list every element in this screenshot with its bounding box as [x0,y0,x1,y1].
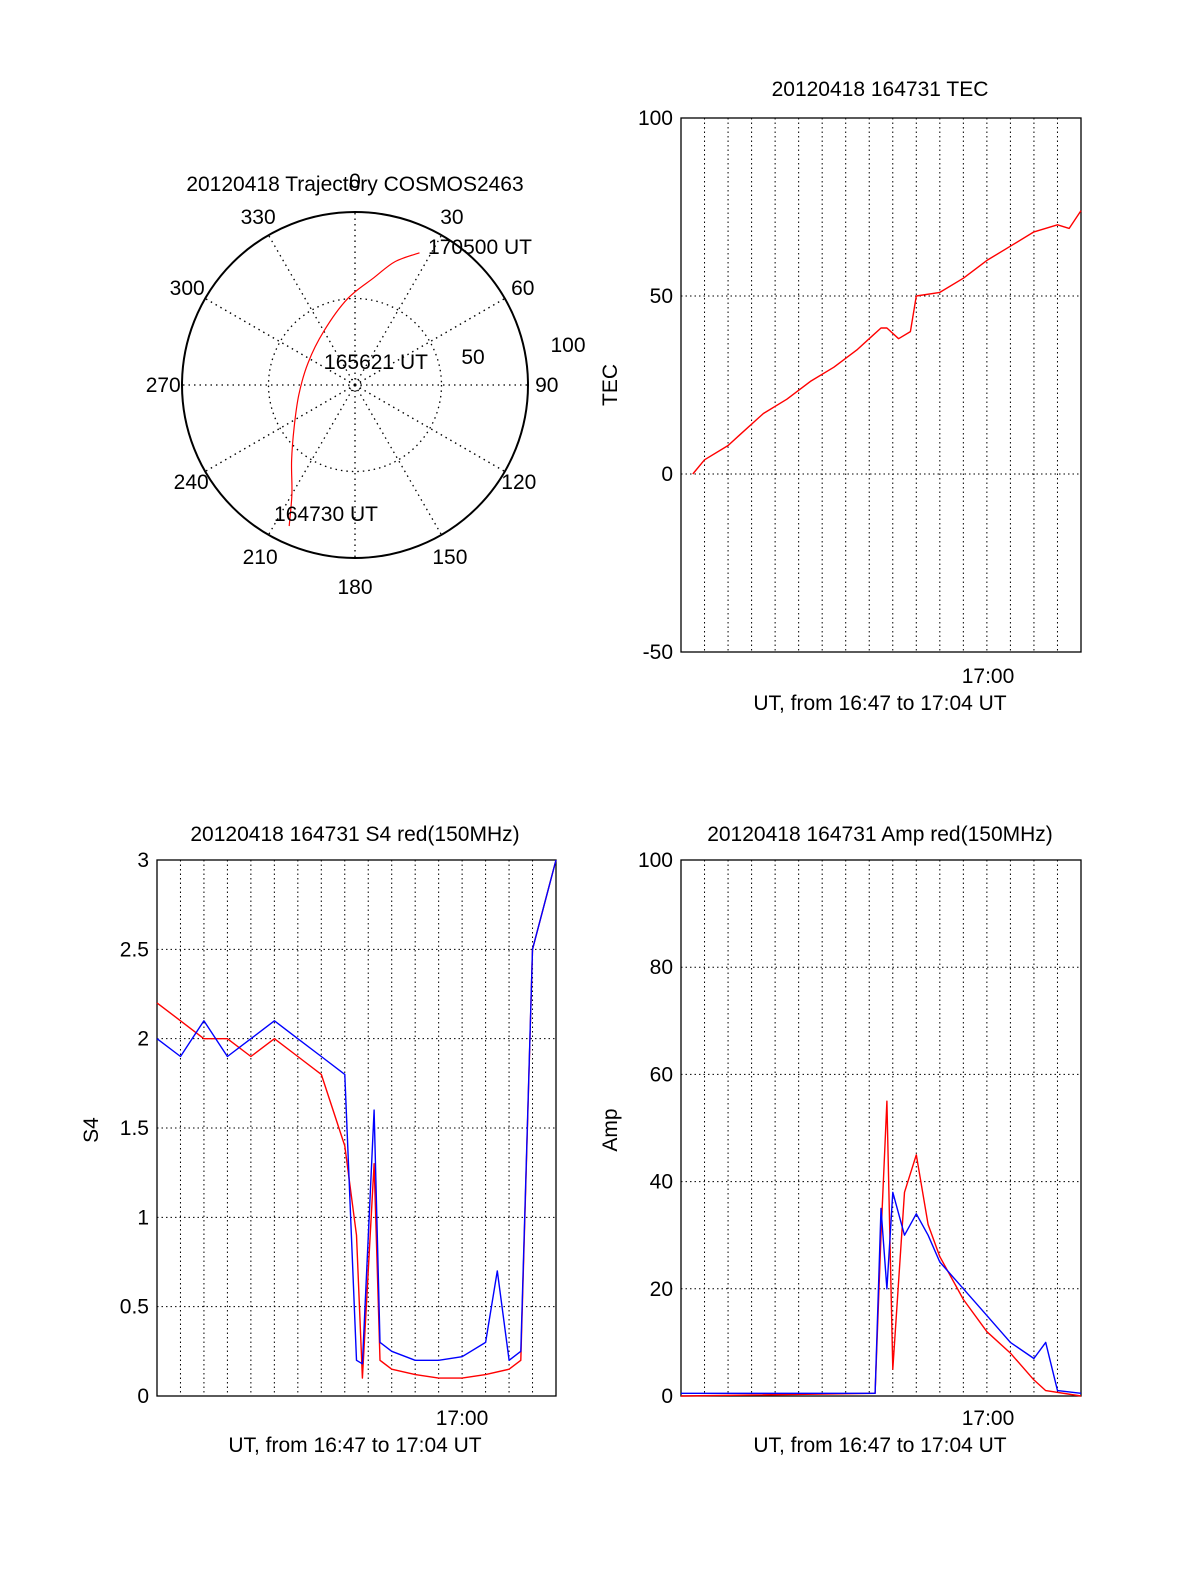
trajectory-plot: 20120418 Trajectory COSMOS2463 030609012… [146,170,586,599]
polar-angle-label: 30 [440,206,463,229]
y-tick-label: 100 [638,107,673,130]
y-tick-label: 40 [650,1171,673,1194]
figure: 20120418 Trajectory COSMOS2463 0 30 60 90 12… [0,0,1200,1575]
polar-angle-label: 0 [349,170,361,193]
s4-plot: 20120418 164731 S4 red(150MHz) S4 17:00 … [80,823,556,1457]
tec-series [693,211,1081,474]
y-tick-label: 0 [661,463,673,486]
y-tick-label: 1 [137,1206,149,1229]
y-tick-label: 100 [638,849,673,872]
amp-title: 20120418 164731 Amp red(150MHz) [707,823,1053,846]
plot-frame [681,860,1081,1396]
s4-xtick-label: 17:00 [436,1407,489,1430]
tec-plot: 20120418 164731 TEC TEC 17:00 UT, from 1… [599,78,1081,715]
trajectory-annotations: 170500 UT 165621 UT 164730 UT [274,236,532,526]
amp-axes: 0 20 40 60 80 100 [638,849,1081,1408]
y-tick-label: 0.5 [120,1296,149,1319]
figure-svg: 20120418 Trajectory COSMOS2463 030609012… [0,0,1200,1575]
polar-angle-label: 330 [241,206,276,229]
y-tick-label: 50 [650,285,673,308]
s4-title: 20120418 164731 S4 red(150MHz) [190,823,519,846]
polar-angle-label: 120 [501,471,536,494]
trajectory-annotation: 164730 UT [274,503,378,526]
polar-angle-label: 180 [337,576,372,599]
y-tick-label: 60 [650,1063,673,1086]
tec-axes: -50 0 50 100 [638,107,1081,664]
tec-xlabel: UT, from 16:47 to 17:04 UT [753,692,1006,715]
s4-series [157,860,556,1378]
y-tick-label: 2 [137,1028,149,1051]
blue-series-line [157,860,556,1364]
y-tick-label: 2.5 [120,938,149,961]
amp-xlabel: UT, from 16:47 to 17:04 UT [753,1434,1006,1457]
red-series-line [157,860,556,1378]
trajectory-annotation: 165621 UT [324,351,428,374]
y-tick-label: 3 [137,849,149,872]
y-tick-label: 80 [650,956,673,979]
polar-angle-label: 300 [170,277,205,300]
amp-series [681,1101,1081,1396]
tec-ylabel: TEC [599,364,622,406]
polar-angle-label: 210 [243,546,278,569]
y-tick-label: 0 [661,1385,673,1408]
y-tick-label: 0 [137,1385,149,1408]
polar-radial-label: 100 [550,334,585,357]
y-tick-label: 20 [650,1278,673,1301]
amp-plot: 20120418 164731 Amp red(150MHz) Amp 17:0… [599,823,1081,1457]
polar-angle-label: 150 [432,546,467,569]
y-tick-label: 1.5 [120,1117,149,1140]
red-series-line [681,1101,1081,1396]
polar-radial-label: 50 [461,346,484,369]
s4-ylabel: S4 [80,1117,103,1143]
polar-angle-label: 60 [511,277,534,300]
blue-series-line [681,1192,1081,1393]
s4-axes: 0 0.5 1 1.5 2 2.5 3 [120,849,556,1408]
amp-xtick-label: 17:00 [962,1407,1015,1430]
y-tick-label: -50 [643,641,673,664]
red-series-line [693,211,1081,474]
tec-title: 20120418 164731 TEC [772,78,989,101]
tec-xtick-label: 17:00 [962,665,1015,688]
polar-angle-label: 240 [174,471,209,494]
polar-angle-label: 90 [535,374,558,397]
polar-angle-label: 270 [146,374,181,397]
trajectory-annotation: 170500 UT [428,236,532,259]
plot-frame [681,118,1081,652]
amp-ylabel: Amp [599,1108,622,1151]
s4-xlabel: UT, from 16:47 to 17:04 UT [228,1434,481,1457]
